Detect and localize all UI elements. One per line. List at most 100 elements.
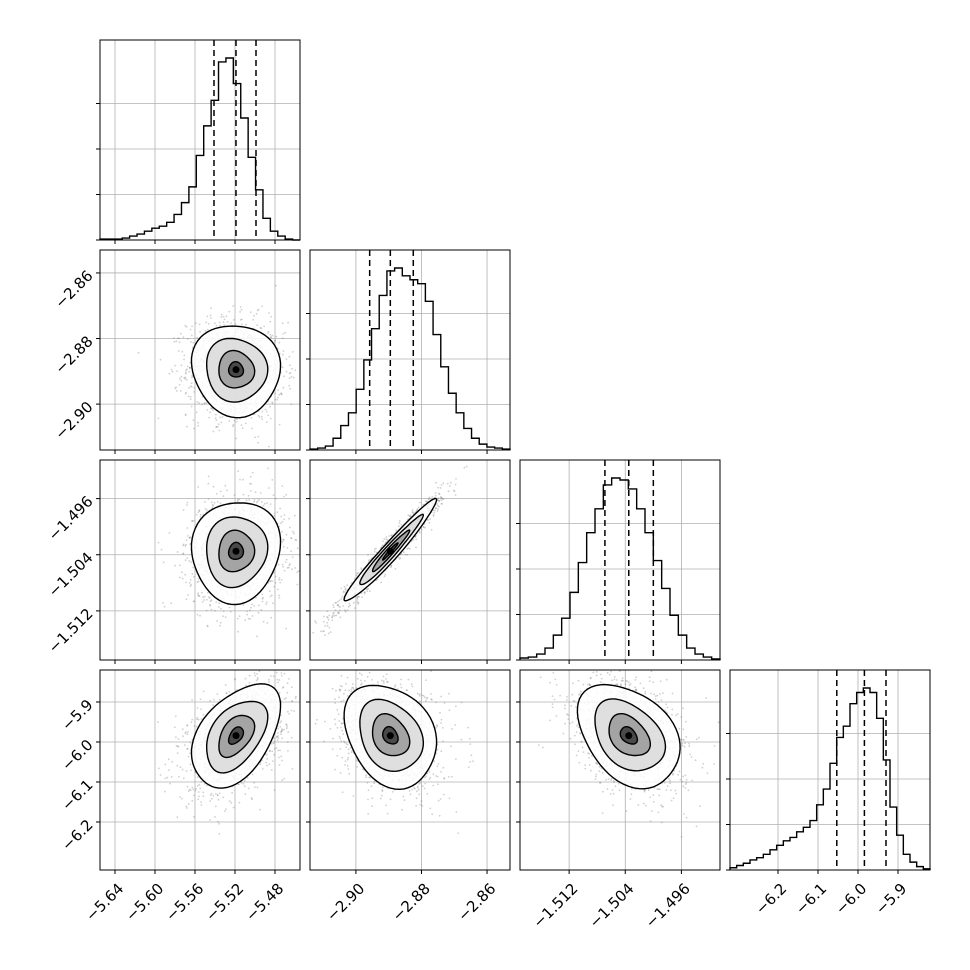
- scatter-point: [249, 617, 252, 620]
- scatter-point: [270, 616, 273, 619]
- scatter-point: [193, 725, 196, 727]
- scatter-point: [268, 445, 270, 448]
- scatter-point: [361, 596, 363, 598]
- panel-frame: [519, 459, 721, 661]
- scatter-point: [184, 544, 187, 547]
- scatter-point: [195, 514, 198, 516]
- scatter-point: [225, 808, 227, 811]
- scatter-point: [249, 311, 252, 314]
- scatter-point: [375, 551, 378, 554]
- scatter-point: [191, 374, 194, 377]
- scatter-point: [454, 483, 457, 486]
- scatter-point: [164, 763, 167, 766]
- scatter-point: [285, 493, 288, 496]
- scatter-point: [278, 423, 281, 426]
- scatter-point: [191, 376, 193, 379]
- scatter-point: [277, 389, 279, 392]
- scatter-point: [333, 611, 335, 614]
- scatter-point: [197, 594, 200, 597]
- scatter-point: [294, 369, 297, 372]
- scatter-point: [178, 337, 181, 340]
- scatter-point: [386, 538, 389, 541]
- scatter-point: [178, 377, 181, 380]
- scatter-point: [218, 429, 221, 432]
- scatter-point: [332, 614, 334, 617]
- scatter-point: [180, 379, 183, 382]
- scatter-point: [356, 572, 358, 575]
- scatter-point: [399, 557, 402, 559]
- scatter-point: [293, 532, 295, 535]
- scatter-point: [280, 515, 283, 518]
- scatter-point: [193, 815, 195, 818]
- scatter-point: [412, 539, 415, 541]
- scatter-point: [256, 501, 258, 504]
- scatter-point: [157, 417, 160, 420]
- scatter-point: [237, 498, 239, 501]
- scatter-point: [214, 805, 217, 808]
- scatter-point: [375, 547, 377, 550]
- scatter-point: [275, 335, 278, 338]
- scatter-point: [274, 339, 277, 342]
- density-peak: [232, 547, 240, 555]
- scatter-point: [170, 368, 173, 371]
- scatter-point: [326, 624, 329, 627]
- scatter-point: [332, 612, 335, 615]
- scatter-point: [337, 605, 340, 607]
- scatter-point: [197, 486, 200, 488]
- scatter-point: [197, 424, 200, 427]
- scatter-point: [434, 509, 436, 512]
- scatter-point: [400, 524, 403, 526]
- scatter-point: [278, 596, 281, 599]
- scatter-point: [242, 782, 245, 785]
- scatter-point: [288, 517, 290, 520]
- scatter-point: [191, 325, 194, 328]
- scatter-point: [288, 678, 290, 680]
- scatter-point: [212, 409, 214, 411]
- scatter-point: [432, 513, 435, 516]
- scatter-point: [363, 591, 366, 594]
- panel-frame: [99, 459, 301, 661]
- scatter-point: [236, 500, 239, 502]
- scatter-point: [337, 600, 339, 603]
- scatter-point: [251, 615, 254, 617]
- scatter-point: [176, 816, 179, 819]
- scatter-point: [267, 678, 270, 681]
- scatter-point: [295, 539, 298, 542]
- scatter-point: [181, 350, 184, 353]
- scatter-point: [203, 595, 206, 598]
- scatter-point: [213, 502, 216, 504]
- scatter-point: [296, 571, 299, 573]
- scatter-point: [225, 692, 228, 694]
- scatter-point: [422, 503, 425, 506]
- scatter-point: [225, 315, 228, 318]
- scatter-point: [186, 557, 189, 559]
- scatter-point: [174, 564, 177, 567]
- scatter-point: [217, 606, 220, 608]
- scatter-point: [289, 526, 291, 529]
- scatter-point: [185, 581, 187, 584]
- scatter-point: [289, 387, 292, 390]
- scatter-point: [257, 435, 260, 438]
- scatter-point: [224, 616, 227, 618]
- scatter-point: [164, 777, 167, 780]
- scatter-point: [205, 401, 208, 404]
- scatter-point: [246, 610, 249, 613]
- scatter-point: [223, 318, 226, 321]
- scatter-point: [260, 608, 263, 611]
- scatter-point: [242, 493, 245, 496]
- scatter-point: [390, 534, 393, 537]
- scatter-point: [346, 609, 349, 612]
- scatter-point: [200, 804, 203, 806]
- scatter-point: [411, 511, 414, 513]
- scatter-point: [232, 423, 235, 426]
- scatter-point: [323, 630, 325, 632]
- scatter-point: [412, 511, 414, 514]
- scatter-point: [190, 385, 193, 388]
- scatter-point: [238, 498, 241, 501]
- scatter-point: [223, 324, 226, 327]
- scatter-point: [184, 392, 187, 395]
- scatter-point: [274, 392, 277, 395]
- scatter-point: [269, 595, 272, 598]
- scatter-point: [281, 485, 284, 487]
- scatter-point: [173, 337, 175, 339]
